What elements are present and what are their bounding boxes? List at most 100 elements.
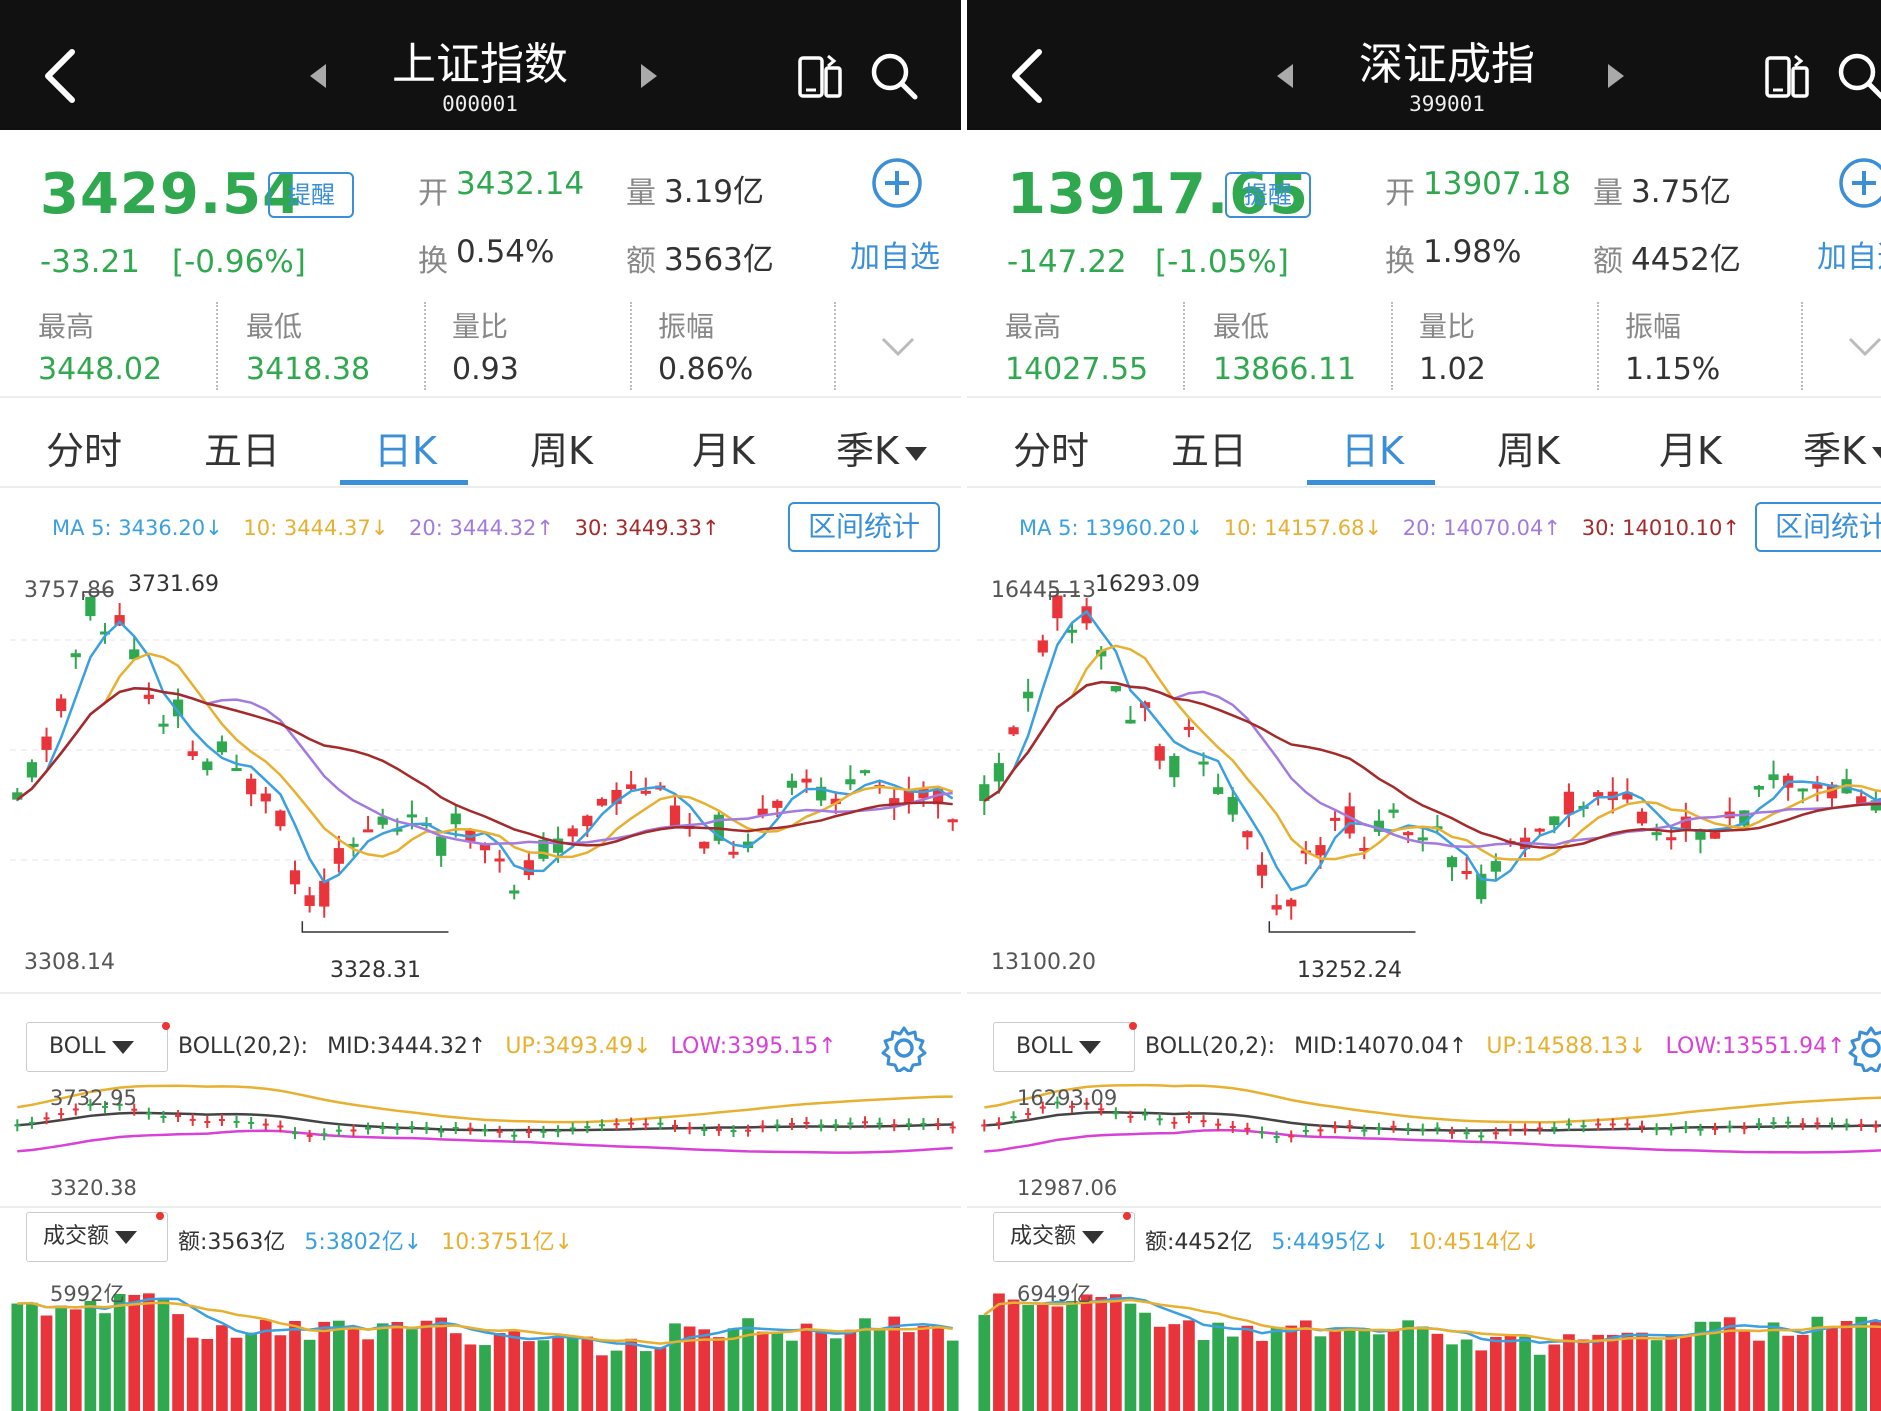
candle-body: [362, 829, 374, 833]
tab-daily-k[interactable]: 日K: [1341, 429, 1404, 473]
tab-daily-k[interactable]: 日K: [374, 429, 437, 473]
high-value: 3448.02: [38, 352, 163, 387]
candle-body: [1593, 792, 1604, 797]
volume-bar: [1270, 1327, 1283, 1411]
volume-bar: [1650, 1340, 1663, 1411]
tab-intraday[interactable]: 分时: [1013, 429, 1090, 473]
ma5-value: MA 5: 3436.20↓: [52, 516, 223, 540]
candle-body: [772, 800, 783, 808]
settings-gear-icon[interactable]: [880, 1024, 928, 1072]
tab-monthly-k[interactable]: 月K: [1659, 429, 1722, 473]
turnover-value: 0.54%: [456, 234, 555, 270]
remind-button[interactable]: 提醒: [268, 172, 354, 218]
boll-top-axis-label: 16293.09: [1017, 1086, 1118, 1110]
volume-bar: [581, 1336, 594, 1411]
chart-top-axis-label: 3757.86: [24, 578, 115, 603]
candle-body: [845, 779, 856, 785]
volume-bar: [639, 1351, 652, 1411]
volume-bar: [654, 1347, 667, 1411]
volume-bar: [493, 1333, 506, 1411]
back-arrow-icon[interactable]: [1007, 46, 1047, 106]
boll-up-line: [17, 1084, 953, 1124]
boll-low: LOW:3395.15↑: [670, 1034, 837, 1059]
candle-body: [479, 844, 491, 851]
candle-body: [786, 780, 798, 788]
range-stats-button[interactable]: 区间统计: [1755, 502, 1881, 552]
volume-bar: [829, 1338, 842, 1411]
volume-chart[interactable]: [10, 1268, 960, 1411]
top-bar: 上证指数 000001: [0, 0, 961, 130]
volume-chart[interactable]: [977, 1268, 1881, 1411]
candle-body: [669, 805, 681, 827]
chevron-down-icon[interactable]: [1847, 336, 1881, 358]
volume-bar: [479, 1345, 491, 1411]
indicator-select[interactable]: BOLL: [26, 1022, 168, 1072]
tab-five-day[interactable]: 五日: [204, 429, 281, 473]
indicator-select[interactable]: BOLL: [993, 1022, 1135, 1072]
volume-indicator-select[interactable]: 成交额: [993, 1212, 1135, 1262]
volume-bar: [1153, 1326, 1166, 1411]
remind-button[interactable]: 提醒: [1225, 172, 1311, 218]
volume-bar: [464, 1344, 477, 1411]
volume-bar: [786, 1340, 798, 1411]
tab-monthly-k[interactable]: 月K: [692, 429, 755, 473]
add-favorite-button[interactable]: 加自选: [850, 240, 940, 275]
volume-bar: [625, 1338, 637, 1411]
candle-body: [582, 815, 593, 827]
volume-bar: [274, 1335, 287, 1411]
prev-index-icon[interactable]: [310, 64, 326, 88]
volume-bar: [1416, 1326, 1429, 1411]
tab-quarterly-k[interactable]: 季K: [1803, 420, 1881, 475]
tab-quarterly-k[interactable]: 季K: [836, 420, 927, 475]
high-label: 最高: [1005, 310, 1062, 343]
volume-amount: 额:4452亿: [1145, 1230, 1253, 1255]
add-favorite-button[interactable]: 加自选: [1817, 240, 1881, 275]
rotate-screen-icon[interactable]: [796, 52, 844, 102]
search-icon[interactable]: [868, 50, 920, 102]
candle-body: [1286, 899, 1297, 907]
tab-intraday[interactable]: 分时: [46, 429, 123, 473]
add-favorite-icon[interactable]: [870, 156, 924, 210]
kline-chart[interactable]: [977, 570, 1881, 990]
back-arrow-icon[interactable]: [40, 46, 80, 106]
boll-chart[interactable]: [10, 1082, 960, 1207]
candle-body: [41, 736, 52, 750]
notification-dot: [1123, 1212, 1131, 1220]
next-index-icon[interactable]: [641, 64, 657, 88]
next-index-icon[interactable]: [1608, 64, 1624, 88]
settings-gear-icon[interactable]: [1847, 1024, 1881, 1072]
volume-bar: [1036, 1304, 1049, 1411]
stat-separator: [1391, 302, 1393, 390]
boll-up: UP:14588.13↓: [1486, 1034, 1647, 1059]
caret-down-icon: [1082, 1230, 1105, 1244]
low-value: 13866.11: [1213, 352, 1357, 387]
add-favorite-icon[interactable]: [1837, 156, 1881, 210]
caret-down-icon: [111, 1040, 134, 1054]
volume-bar: [157, 1298, 170, 1411]
volume-ma5: 5:3802亿↓: [304, 1230, 423, 1255]
range-stats-button[interactable]: 区间统计: [788, 502, 940, 552]
tab-weekly-k[interactable]: 周K: [1497, 429, 1560, 473]
divider: [967, 1206, 1881, 1208]
chevron-down-icon[interactable]: [880, 336, 916, 358]
search-icon[interactable]: [1835, 50, 1881, 102]
volume-ratio-value: 0.93: [452, 352, 519, 387]
volume-bar: [683, 1326, 696, 1411]
kline-chart[interactable]: [10, 570, 960, 990]
boll-chart[interactable]: [977, 1082, 1881, 1207]
candle-body: [1870, 800, 1881, 811]
volume-bar: [1066, 1300, 1078, 1411]
divider: [967, 396, 1881, 398]
candle-body: [1256, 864, 1268, 876]
volume-indicator-select[interactable]: 成交额: [26, 1212, 168, 1262]
boll-mid: MID:3444.32↑: [327, 1034, 487, 1059]
prev-index-icon[interactable]: [1277, 64, 1293, 88]
volume-bar: [1753, 1340, 1765, 1411]
volume-bar: [1665, 1336, 1678, 1411]
ma30-value: 30: 3449.33↑: [574, 516, 720, 540]
tab-five-day[interactable]: 五日: [1171, 429, 1248, 473]
rotate-screen-icon[interactable]: [1763, 52, 1811, 102]
volume-bar: [1767, 1322, 1780, 1411]
tab-weekly-k[interactable]: 周K: [530, 429, 593, 473]
volume-bar: [1475, 1350, 1488, 1411]
